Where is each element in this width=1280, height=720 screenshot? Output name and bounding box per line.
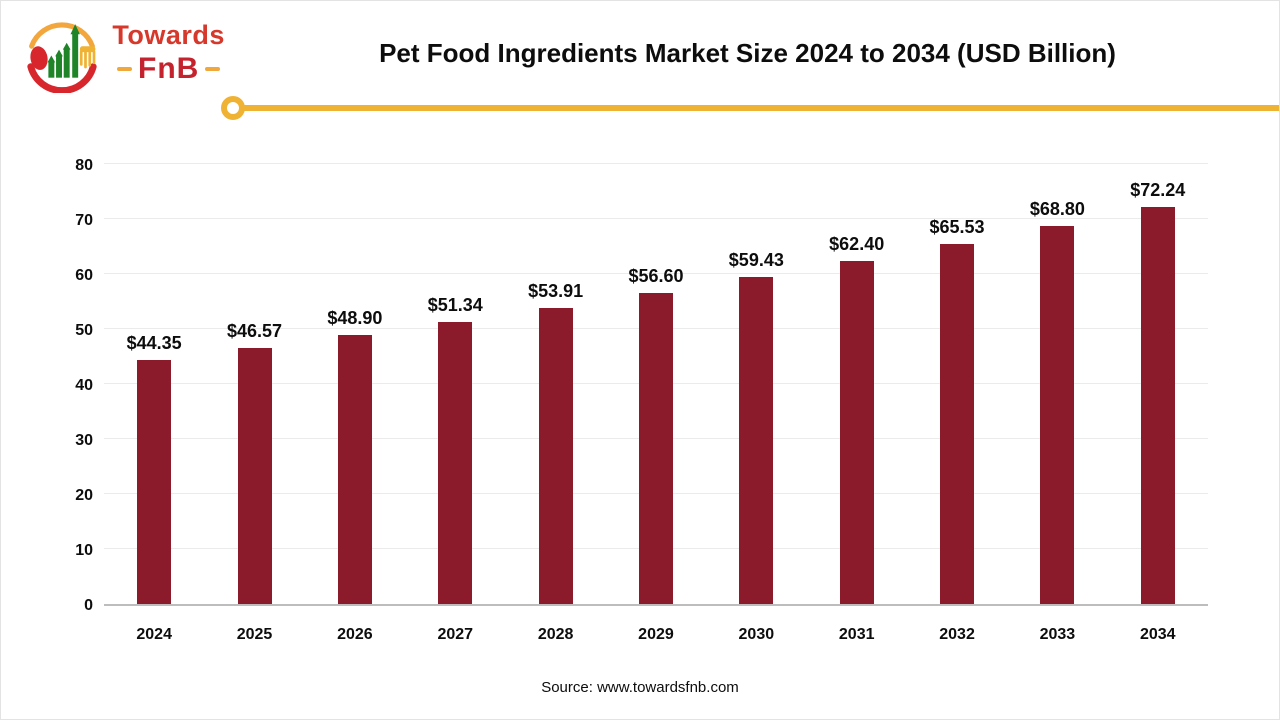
- fork-icon: [79, 46, 96, 69]
- bar-value-label-2026: $48.90: [327, 308, 383, 329]
- y-tick-label-30: 30: [75, 432, 93, 449]
- y-tick-label-40: 40: [75, 377, 93, 394]
- y-tick-label-80: 80: [75, 157, 93, 174]
- bar-column-2028: $53.91 2028: [505, 164, 605, 644]
- y-tick-label-0: 0: [84, 597, 93, 614]
- bar-2028: $53.91: [528, 281, 583, 604]
- y-axis: 0 10 20 30 40 50 60 70 80: [31, 157, 93, 614]
- bar-2029: $56.60: [628, 266, 684, 604]
- x-tick-label-2028: 2028: [537, 626, 574, 643]
- y-tick-label-60: 60: [75, 267, 93, 284]
- page-title: Pet Food Ingredients Market Size 2024 to…: [379, 38, 1116, 68]
- logo-wordmark: Towards FnB: [111, 22, 226, 84]
- plot-area: $44.35 2024 $46.57 2025 $48.90 2026 $51.34 2027…: [104, 163, 1208, 644]
- y-tick-label-50: 50: [75, 322, 93, 339]
- x-tick-label-2026: 2026: [337, 626, 373, 643]
- bar-2025: $46.57: [227, 321, 282, 604]
- bar-column-2025: $46.57 2025: [204, 164, 304, 643]
- x-tick-label-2033: 2033: [1039, 626, 1076, 643]
- y-tick-label-20: 20: [75, 487, 93, 504]
- bar-column-2030: $59.43 2030: [706, 164, 806, 643]
- bar-2026: $48.90: [327, 308, 382, 604]
- bar-column-2027: $51.34 2027: [405, 164, 505, 643]
- x-tick-label-2034: 2034: [1139, 626, 1176, 643]
- logo-dash-left: [117, 67, 132, 71]
- x-tick-label-2031: 2031: [838, 626, 875, 643]
- bar-value-label-2031: $62.40: [829, 233, 885, 254]
- bar-column-2026: $48.90 2026: [305, 164, 405, 643]
- gridline-70: [104, 218, 1208, 219]
- bar-column-2031: $62.40 2031: [807, 164, 907, 643]
- gridline-80: [104, 163, 1208, 164]
- x-tick-label-2030: 2030: [738, 626, 775, 643]
- gridline-60: [104, 273, 1208, 274]
- source-note: Source: www.towardsfnb.com: [541, 679, 739, 696]
- bar-2032: $65.53: [930, 217, 985, 604]
- bar-2034: $72.24: [1130, 180, 1185, 604]
- bar-column-2024: $44.35 2024: [104, 164, 204, 643]
- bars-container: $44.35 2024 $46.57 2025 $48.90 2026 $51.34 2027…: [104, 164, 1208, 644]
- bar-value-label-2032: $65.53: [929, 216, 985, 237]
- towardsfnb-logo-icon: [27, 22, 97, 93]
- bar-2030: $59.43: [729, 250, 784, 604]
- bar-value-label-2025: $46.57: [227, 320, 283, 341]
- bar-value-label-2030: $59.43: [728, 250, 784, 271]
- bar-value-label-2024: $44.35: [126, 333, 182, 354]
- logo-dash-right: [205, 67, 221, 71]
- logo-text-towards: Towards: [112, 20, 225, 50]
- bar-2033: $68.80: [1030, 199, 1085, 604]
- bar-value-label-2029: $56.60: [628, 265, 684, 286]
- x-tick-label-2025: 2025: [236, 626, 273, 643]
- divider-line: [244, 105, 1279, 111]
- growth-bars-icon: [47, 24, 80, 78]
- y-tick-label-10: 10: [75, 542, 93, 559]
- towardsfnb-logo: Towards FnB: [19, 13, 226, 93]
- y-tick-label-70: 70: [75, 212, 93, 229]
- bar-column-2032: $65.53 2032: [907, 164, 1007, 643]
- bar-column-2034: $72.24 2034: [1108, 164, 1208, 643]
- bar-2031: $62.40: [829, 234, 884, 604]
- bar-value-label-2034: $72.24: [1130, 179, 1186, 200]
- bar-column-2033: $68.80 2033: [1007, 164, 1107, 643]
- bar-column-2029: $56.60 2029: [606, 164, 706, 643]
- divider-ring-icon: [221, 96, 245, 120]
- logo-text-fnb: FnB: [138, 52, 200, 85]
- bar-2027: $51.34: [428, 295, 483, 604]
- x-tick-label-2032: 2032: [939, 626, 975, 643]
- bar-value-label-2033: $68.80: [1029, 198, 1085, 219]
- x-tick-label-2027: 2027: [437, 626, 474, 643]
- bar-value-label-2028: $53.91: [528, 280, 584, 301]
- bar-value-label-2027: $51.34: [427, 294, 483, 315]
- x-tick-label-2029: 2029: [638, 626, 674, 643]
- x-tick-label-2024: 2024: [136, 626, 172, 643]
- bar-2024: $44.35: [127, 333, 182, 604]
